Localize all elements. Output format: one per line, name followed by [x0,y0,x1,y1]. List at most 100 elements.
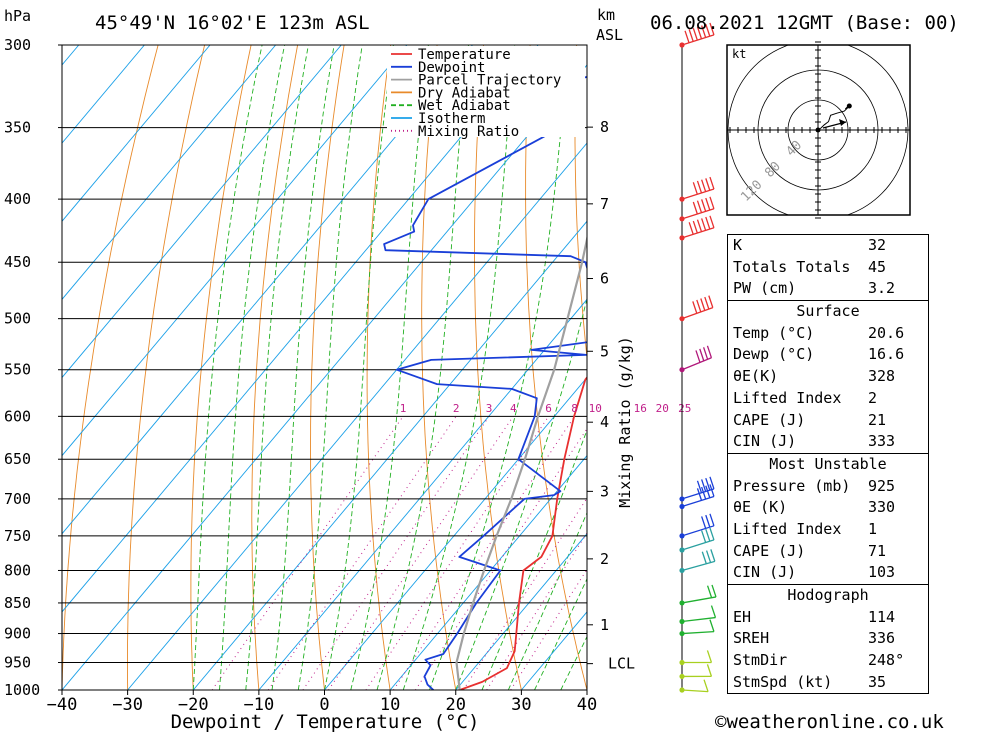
index-row: CAPE (J) 71 [728,541,928,563]
temperature-tick-label: −40 [47,695,78,715]
pressure-tick-label: 350 [4,119,31,137]
index-value: 1 [868,519,878,538]
pressure-tick-label: 300 [4,36,31,54]
pressure-tick-label: 900 [4,625,31,643]
wind-barb-shaft [681,188,715,200]
wind-barb-shaft [681,488,715,500]
temperature-tick-label: 30 [511,695,531,715]
wind-barb [679,619,715,637]
wind-barb [679,650,713,666]
wind-barb-shaft [681,539,715,551]
mixing-ratio-line [365,416,550,690]
wind-barb-flag [701,25,707,38]
wind-barb-dot [679,673,685,680]
dry-adiabat-line [623,45,718,690]
isotherm-line [127,142,587,690]
pressure-tick-label: 750 [4,527,31,545]
wind-barb-flag [706,585,713,598]
wind-barb-flag [709,476,715,490]
wind-barb [679,484,715,510]
wind-barb [679,549,716,574]
wind-barb [679,679,709,693]
dry-adiabat-line [366,45,392,690]
wind-barb-flag [692,220,698,234]
wet-adiabat-line [324,45,394,690]
datetime-title: 06.08.2021 12GMT (Base: 00) [650,12,959,34]
wind-barb-flag [701,551,707,564]
index-value: 103 [868,563,896,582]
hodograph-unit-label: kt [732,47,746,61]
legend-entry: Wet Adiabat [418,98,511,114]
index-row: θE(K) 328 [728,366,928,388]
wind-barb-shaft [681,34,715,46]
index-label: Totals Totals [733,257,851,276]
mixing-ratio-label: 1 [400,402,407,415]
index-value: 2 [868,388,878,407]
wind-barb [679,527,715,553]
temperature-tick-label: 10 [380,695,400,715]
dry-adiabat-line [421,45,457,690]
index-value: 336 [868,629,896,648]
wind-barb [679,584,717,606]
pressure-tick-label: 850 [4,594,31,612]
index-row: CAPE (J) 21 [728,410,928,432]
wind-barb-shaft [681,560,716,572]
dry-adiabat-line [127,45,206,690]
legend-entry: Temperature [418,47,511,63]
wind-barb-flag [696,180,703,194]
wind-barb-shaft [681,357,712,371]
index-label: PW (cm) [733,279,797,298]
index-row: Pressure (mb) 925 [728,476,928,498]
wet-adiabat-line [455,296,587,690]
wind-barb-flag [705,216,711,230]
isotherm-line [192,220,587,690]
index-value: 248° [868,651,905,670]
dry-adiabat-line [574,45,587,362]
index-row: Lifted Index 1 [728,519,928,541]
wind-barb-flag [699,348,705,362]
index-value: 3.2 [868,279,896,298]
pressure-unit-label: hPa [4,7,31,25]
temperature-axis: −40 −30 −20 −10 0 10 20 30 40 [47,690,597,715]
wind-barb [679,215,715,241]
temperature-tick-label: −30 [112,695,143,715]
index-label: SREH [733,629,770,648]
dry-adiabat-line [310,45,345,690]
index-row: CIN (J) 103 [728,562,928,584]
hodograph-origin-dot [815,127,821,133]
isotherm-line [324,376,587,690]
dry-adiabat-line [949,45,1000,690]
mixing-ratio-label: 20 [656,402,669,415]
index-value: 71 [868,541,887,560]
wind-barb [679,295,714,322]
isotherm-line [258,298,587,690]
height-tick-label: 3 [600,482,609,500]
temperature-tick-label: −10 [244,695,275,715]
index-row: PW (cm) 3.2 [728,278,928,300]
wind-barb-flag [701,530,707,543]
wind-barb-flag [710,549,716,562]
wind-barb-dot [679,618,685,625]
isotherm-line [62,45,408,457]
mixing-ratio-line [267,416,457,690]
height-tick-label: 7 [600,195,609,213]
height-unit-label: km [597,6,615,24]
index-row: K 32 [728,235,928,257]
wind-barb-flag [705,197,711,211]
index-label: CAPE (J) [733,541,806,560]
wet-adiabat-line [481,428,587,690]
wet-adiabat-line [507,511,587,690]
hodograph-title: Hodograph [787,586,869,604]
legend-entry: Mixing Ratio [418,124,519,140]
mixing-ratio-label: 25 [678,402,691,415]
wind-barb-flag [701,179,707,192]
legend-entry: Dry Adiabat [418,85,511,101]
index-row: Totals Totals 45 [728,257,928,279]
wind-barb-flag [696,26,703,40]
index-label: Lifted Index [733,519,842,538]
location-title: 45°49'N 16°02'E 123m ASL [95,12,370,34]
wind-barb-flag [709,513,715,527]
index-row: StmSpd (kt) 35 [728,672,928,694]
mixing-ratio-axis-label: Mixing Ratio (g/kg) [616,336,634,508]
wind-barb-flag [705,514,711,528]
